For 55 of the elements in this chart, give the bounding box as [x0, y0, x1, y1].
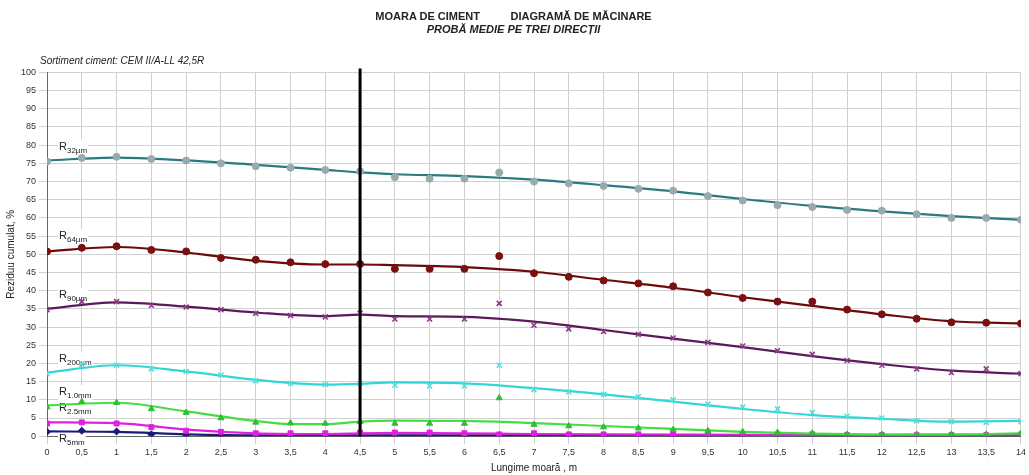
- x-tick-label: 14: [1015, 447, 1026, 458]
- x-tick-label: 13,5: [977, 447, 995, 458]
- x-tick-label: 13: [946, 447, 957, 458]
- x-tick-label: 9: [670, 447, 676, 458]
- x-tick-label: 11: [807, 447, 817, 458]
- x-tick-label: 10,5: [768, 447, 787, 458]
- x-tick-label: 9,5: [701, 447, 715, 458]
- x-tick-label: 0: [44, 447, 50, 458]
- x-tick-label: 5: [392, 447, 398, 458]
- x-tick-label: 7,5: [562, 447, 576, 458]
- x-tick-label: 6,5: [492, 447, 506, 458]
- y-tick-label: 80: [26, 139, 37, 150]
- chart-subtitle: PROBĂ MEDIE PE TREI DIRECȚII: [426, 22, 602, 35]
- x-tick-label: 4,5: [353, 447, 367, 458]
- x-tick-label: 8: [601, 447, 607, 458]
- x-tick-label: 11,5: [838, 447, 856, 458]
- text: Sortiment ciment: CEM II/A-LL 42,5R: [40, 55, 205, 66]
- x-tick-label: 12: [876, 447, 887, 458]
- y-tick-label: 45: [26, 266, 37, 277]
- x-tick-label: 12,5: [907, 447, 926, 458]
- y-tick-label: 10: [26, 394, 37, 405]
- x-tick-label: 5,5: [423, 447, 436, 458]
- y-tick-label: 5: [31, 412, 37, 423]
- y-tick-label: 35: [26, 303, 37, 314]
- x-tick-label: 3: [253, 447, 259, 458]
- x-tick-label: 2: [183, 447, 189, 458]
- y-tick-label: 25: [26, 339, 37, 350]
- x-axis-title: Lungime moară , m: [490, 461, 578, 473]
- y-tick-label: 85: [26, 121, 37, 132]
- y-tick-label: 50: [26, 248, 37, 259]
- x-tick-label: 1,5: [145, 447, 158, 458]
- y-tick-label: 70: [26, 176, 37, 187]
- y-tick-label: 20: [26, 357, 37, 368]
- x-tick-label: 4: [322, 447, 328, 458]
- y-tick-label: 30: [26, 321, 37, 332]
- y-axis-title: Reziduu cumulat, %: [4, 209, 16, 299]
- x-tick-label: 7: [531, 447, 537, 458]
- x-tick-label: 0,5: [75, 447, 89, 458]
- chart-title: MOARA DE CIMENT DIAGRAMĂ DE MĂCINARE: [375, 9, 652, 22]
- y-tick-label: 55: [26, 230, 37, 241]
- y-tick-label: 100: [20, 66, 37, 77]
- y-tick-label: 60: [26, 212, 37, 223]
- x-tick-label: 1: [114, 447, 120, 458]
- y-tick-label: 65: [26, 194, 37, 205]
- y-tick-label: 75: [26, 157, 37, 168]
- y-tick-label: 0: [31, 430, 37, 441]
- y-tick-label: 95: [26, 85, 37, 96]
- y-tick-label: 40: [26, 285, 37, 296]
- x-tick-label: 2,5: [214, 447, 228, 458]
- x-tick-label: 6: [461, 447, 467, 458]
- y-tick-label: 15: [26, 376, 37, 387]
- x-tick-label: 8,5: [632, 447, 645, 458]
- y-tick-label: 90: [26, 103, 37, 114]
- x-tick-label: 3,5: [284, 447, 297, 458]
- x-tick-label: 10: [737, 447, 748, 458]
